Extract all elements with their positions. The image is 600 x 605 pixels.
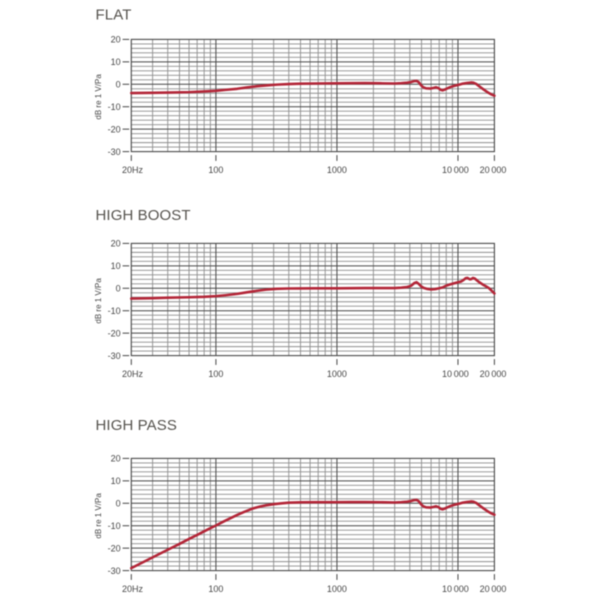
svg-text:FLAT: FLAT [96, 7, 132, 24]
svg-text:-10: -10 [108, 306, 121, 316]
svg-text:100: 100 [208, 369, 223, 379]
svg-text:HIGH BOOST: HIGH BOOST [96, 207, 191, 224]
svg-text:10 000: 10 000 [442, 369, 469, 379]
svg-text:1000: 1000 [327, 369, 347, 379]
svg-text:dB re 1 V/Pa: dB re 1 V/Pa [94, 74, 103, 120]
svg-text:20: 20 [111, 454, 121, 464]
svg-text:-20: -20 [108, 124, 121, 134]
svg-text:10 000: 10 000 [442, 584, 469, 594]
svg-text:20 000: 20 000 [480, 369, 507, 379]
svg-text:-20: -20 [108, 543, 121, 553]
svg-text:20Hz: 20Hz [122, 165, 144, 175]
svg-text:-30: -30 [108, 566, 121, 576]
svg-text:dB re 1 V/Pa: dB re 1 V/Pa [94, 278, 103, 324]
svg-text:0: 0 [116, 283, 121, 293]
svg-text:20Hz: 20Hz [122, 584, 144, 594]
svg-text:20 000: 20 000 [480, 165, 507, 175]
svg-text:0: 0 [116, 79, 121, 89]
svg-text:100: 100 [208, 584, 223, 594]
svg-text:1000: 1000 [327, 165, 347, 175]
svg-text:100: 100 [208, 165, 223, 175]
svg-text:10: 10 [111, 57, 121, 67]
svg-text:-30: -30 [108, 351, 121, 361]
svg-text:1000: 1000 [327, 584, 347, 594]
svg-text:20 000: 20 000 [480, 584, 507, 594]
svg-text:20Hz: 20Hz [122, 369, 144, 379]
svg-text:10: 10 [111, 476, 121, 486]
svg-text:dB re 1 V/Pa: dB re 1 V/Pa [94, 493, 103, 539]
svg-text:-30: -30 [108, 147, 121, 157]
svg-text:-20: -20 [108, 328, 121, 338]
svg-text:10 000: 10 000 [442, 165, 469, 175]
svg-text:HIGH PASS: HIGH PASS [96, 417, 177, 434]
svg-text:20: 20 [111, 35, 121, 45]
svg-text:10: 10 [111, 261, 121, 271]
svg-text:-10: -10 [108, 102, 121, 112]
svg-text:-10: -10 [108, 521, 121, 531]
svg-text:0: 0 [116, 498, 121, 508]
svg-text:20: 20 [111, 239, 121, 249]
